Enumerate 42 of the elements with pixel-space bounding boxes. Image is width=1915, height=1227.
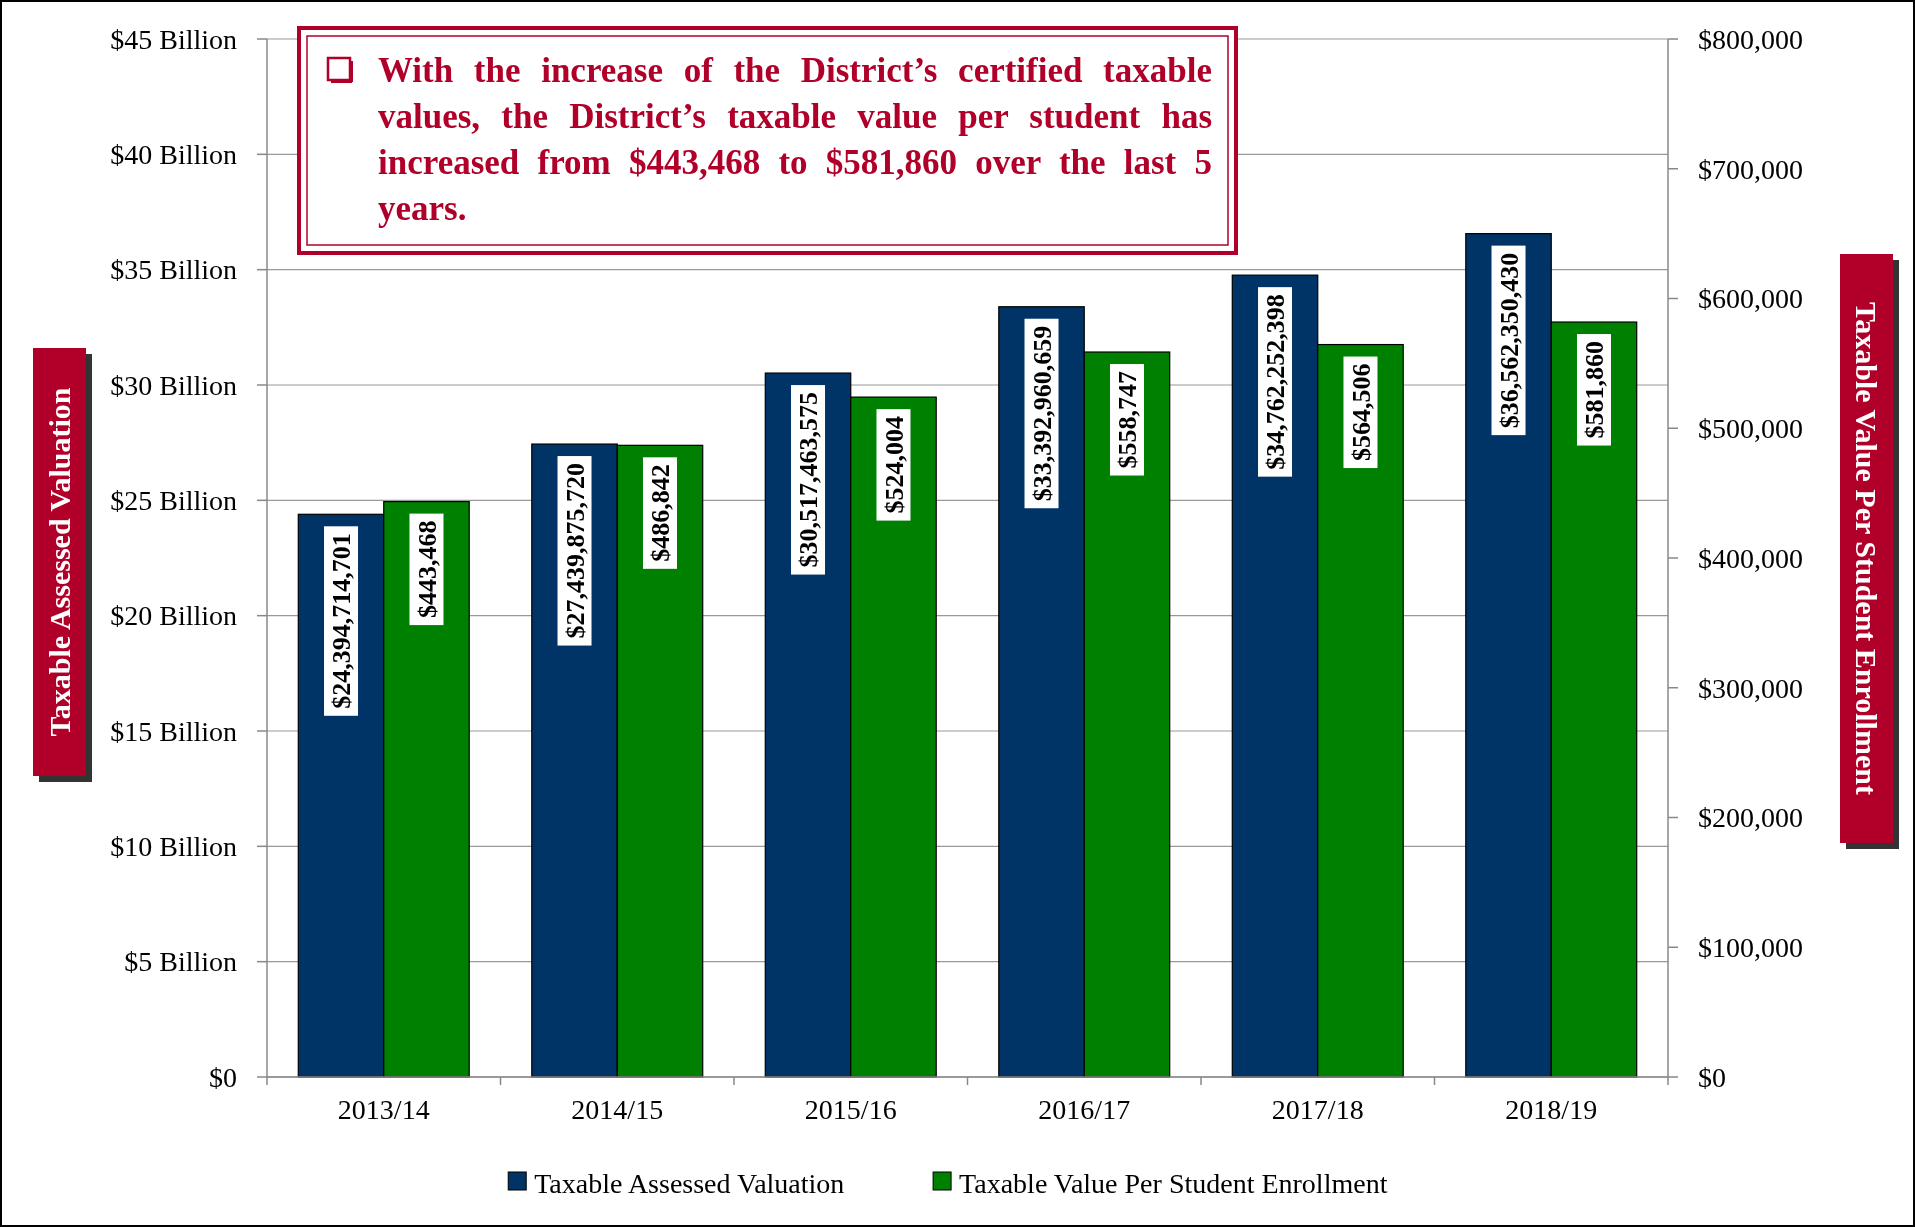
x-tick-label: 2015/16 (804, 1094, 897, 1125)
y2-tick-label: $600,000 (1698, 283, 1803, 315)
annotation: $34,762,252,398 (1261, 294, 1291, 470)
data-label: $486,842 (646, 464, 676, 562)
x-tick-label: 2013/14 (337, 1094, 430, 1125)
y2-tick-label: $200,000 (1698, 802, 1803, 834)
y-tick-label: $40 Billion (110, 139, 237, 171)
data-label: $443,468 (412, 520, 442, 619)
y-tick-label: $25 Billion (110, 485, 237, 517)
y-tick-label: $15 Billion (110, 715, 237, 747)
y2-tick-label: $100,000 (1698, 932, 1803, 964)
x-tick-label: 2016/17 (1038, 1094, 1131, 1125)
y2-tick-label: $800,000 (1698, 23, 1803, 55)
y2-tick-label: $400,000 (1698, 542, 1803, 574)
y2-tick-label: $0 (1698, 1061, 1726, 1093)
y-axis-title: Taxable Assessed Valuation (43, 387, 76, 737)
data-label: $558,747 (1113, 371, 1143, 469)
annotation: $36,562,350,430 (1494, 252, 1524, 429)
x-tick-label: 2018/19 (1505, 1094, 1598, 1125)
y-tick-label: $5 Billion (124, 946, 237, 978)
y-tick-label: $35 Billion (110, 254, 237, 286)
legend-label: Taxable Value Per Student Enrollment (959, 1167, 1388, 1199)
y2-tick-label: $300,000 (1698, 672, 1803, 704)
x-tick-label: 2014/15 (571, 1094, 664, 1125)
annotation: $24,394,714,701 (327, 533, 357, 709)
y-tick-label: $30 Billion (110, 369, 237, 401)
data-label: $581,860 (1580, 341, 1610, 439)
y2-tick-label: $500,000 (1698, 413, 1803, 445)
y2-tick-label: $700,000 (1698, 153, 1803, 185)
y-tick-label: $45 Billion (110, 23, 237, 55)
y2-axis-title: Taxable Value Per Student Enrollment (1850, 302, 1883, 795)
annotation: $30,517,463,575 (794, 392, 824, 568)
y-tick-label: $0 (209, 1061, 237, 1093)
data-label: $524,004 (879, 416, 909, 514)
annotation: With the increase of the District’s certified taxable values, the District’s taxable value per student has increased from $443,468 to $581,860 over the last 5 years. (378, 50, 1212, 230)
y-tick-label: $20 Billion (110, 600, 237, 632)
y-tick-label: $10 Billion (110, 831, 237, 863)
data-label: $564,506 (1346, 363, 1376, 462)
x-tick-label: 2017/18 (1271, 1094, 1364, 1125)
annotation: $33,392,960,659 (1027, 325, 1057, 502)
annotation: $27,439,875,720 (560, 463, 590, 639)
legend-label: Taxable Assessed Valuation (534, 1167, 845, 1199)
